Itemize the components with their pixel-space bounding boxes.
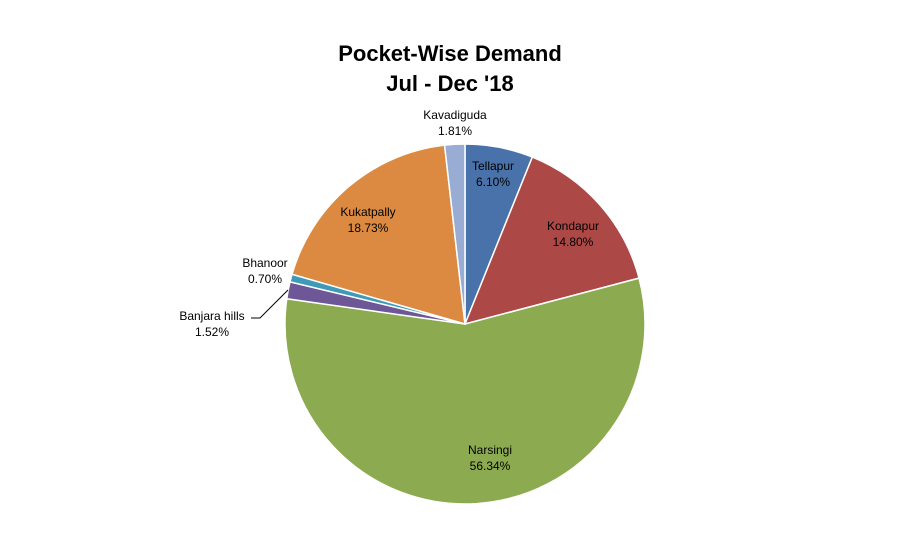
pie-slice-narsingi	[284, 277, 646, 505]
slice-label-kavadiguda: Kavadiguda	[423, 108, 487, 122]
pie-slice-kavadiguda	[443, 143, 466, 325]
slice-value-narsingi: 56.34%	[470, 459, 511, 473]
slice-label-bhanoor: Bhanoor	[242, 256, 287, 270]
slice-value-tellapur: 6.10%	[476, 175, 510, 189]
slice-label-narsingi: Narsingi	[468, 443, 512, 457]
slice-value-bhanoor: 0.70%	[248, 272, 282, 286]
slice-label-kukatpally: Kukatpally	[340, 205, 395, 219]
slice-label-kondapur: Kondapur	[547, 219, 599, 233]
chart-title-line1: Pocket-Wise Demand	[338, 41, 562, 66]
chart-title-line2: Jul - Dec '18	[386, 71, 514, 96]
pie-slice-kondapur	[463, 156, 640, 326]
slice-value-kavadiguda: 1.81%	[438, 124, 472, 138]
slice-label-banjara-hills: Banjara hills	[179, 309, 244, 323]
slice-value-kukatpally: 18.73%	[348, 221, 389, 235]
pie-slice-kukatpally	[291, 144, 466, 326]
slice-value-banjara-hills: 1.52%	[195, 325, 229, 339]
slice-value-kondapur: 14.80%	[553, 235, 594, 249]
slice-label-tellapur: Tellapur	[472, 159, 514, 173]
leader-line-banjara-hills	[251, 289, 289, 319]
